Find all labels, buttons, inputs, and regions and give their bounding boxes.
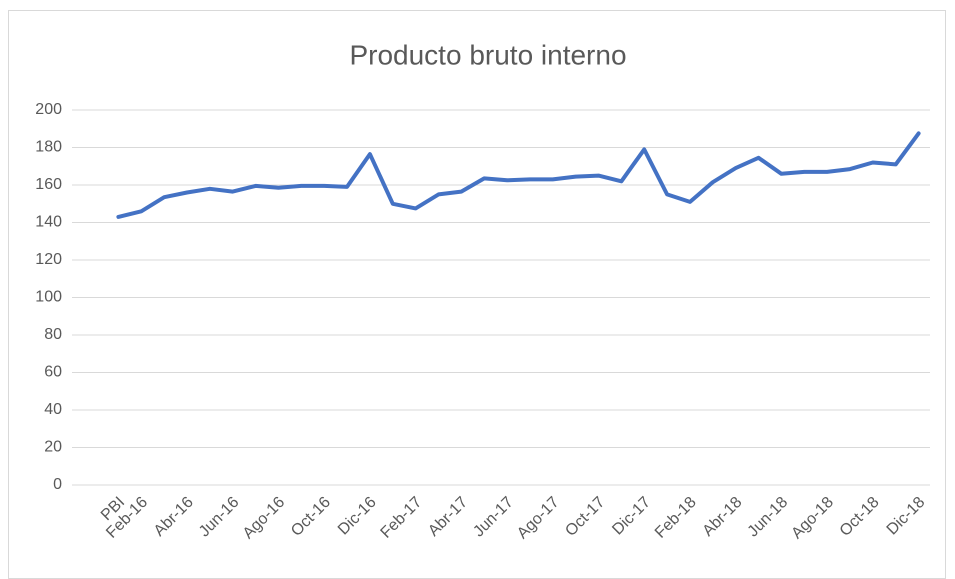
chart-title: Producto bruto interno <box>349 39 626 70</box>
y-tick-label: 100 <box>35 289 62 306</box>
y-tick-label: 200 <box>35 101 62 118</box>
data-line <box>116 131 921 219</box>
y-tick-label: 40 <box>44 401 62 418</box>
y-tick-label: 80 <box>44 326 62 343</box>
chart-border <box>8 10 946 579</box>
y-tick-label: 120 <box>35 251 62 268</box>
y-tick-label: 0 <box>53 476 62 493</box>
y-tick-label: 20 <box>44 439 62 456</box>
y-tick-label: 160 <box>35 176 62 193</box>
y-tick-label: 180 <box>35 139 62 156</box>
y-tick-label: 60 <box>44 364 62 381</box>
y-tick-label: 140 <box>35 214 62 231</box>
